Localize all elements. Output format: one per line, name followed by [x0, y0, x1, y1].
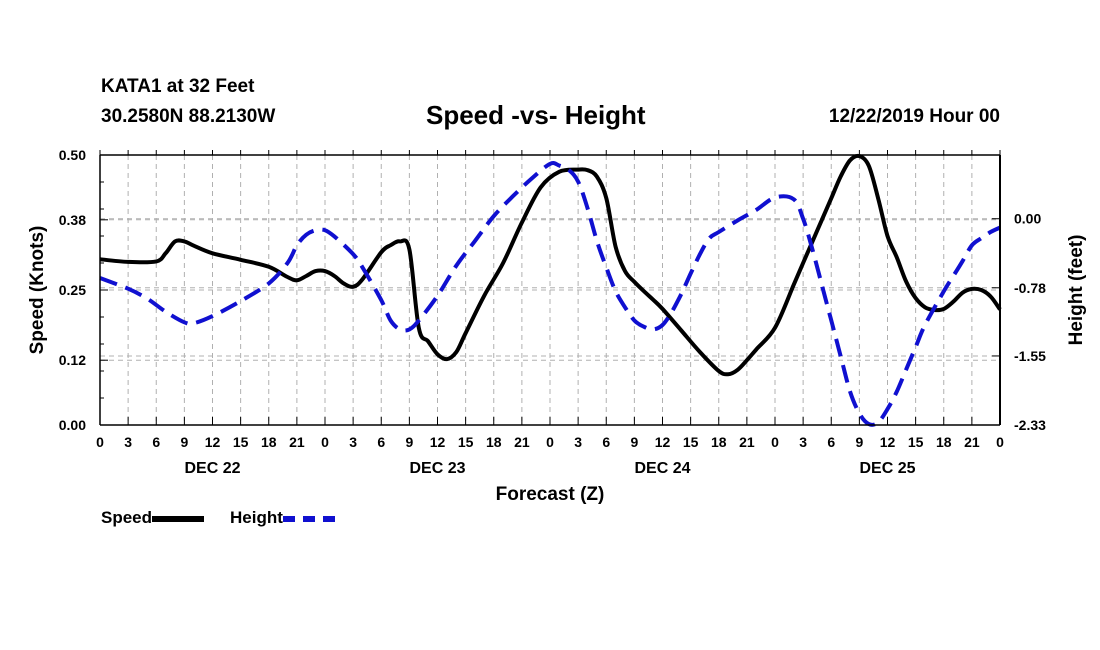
chart-title: Speed -vs- Height	[426, 100, 646, 130]
x-tick-label: 3	[349, 434, 357, 450]
x-tick-label: 15	[683, 434, 699, 450]
x-tick-label: 6	[827, 434, 835, 450]
x-tick-label: 3	[574, 434, 582, 450]
y-left-tick-label: 0.25	[59, 282, 86, 298]
legend-speed-label: Speed	[101, 508, 153, 527]
x-tick-label: 0	[96, 434, 104, 450]
x-tick-label: 12	[655, 434, 671, 450]
legend-speed-swatch	[152, 515, 205, 522]
x-tick-label: 0	[546, 434, 554, 450]
x-tick-label: 0	[996, 434, 1004, 450]
day-label: DEC 25	[859, 460, 915, 477]
x-tick-label: 9	[180, 434, 188, 450]
x-tick-label: 6	[602, 434, 610, 450]
y-left-axis-title: Speed (Knots)	[27, 226, 48, 355]
x-tick-label: 18	[261, 434, 277, 450]
x-tick-label: 0	[321, 434, 329, 450]
x-tick-label: 21	[964, 434, 980, 450]
x-tick-label: 12	[430, 434, 446, 450]
x-tick-label: 3	[124, 434, 132, 450]
labels-layer: 0 3 6 9 12 15 18 21 0 3 6 9 12 15 18 21 0 3 6 9 12 15 18 21 0 3 6 9…	[27, 147, 1087, 505]
height-series-line	[99, 161, 1001, 427]
y-left-tick-label: 0.50	[59, 147, 86, 163]
x-tick-label: 0	[771, 434, 779, 450]
y-left-tick-label: 0.12	[59, 352, 86, 368]
y-left-tick-label: 0.38	[59, 212, 86, 228]
x-tick-label: 21	[739, 434, 755, 450]
speed-series-line	[99, 153, 1002, 377]
y-right-tick-label: -0.78	[1014, 280, 1046, 296]
x-tick-label: 6	[377, 434, 385, 450]
series-layer	[99, 153, 1002, 427]
x-tick-label: 9	[855, 434, 863, 450]
legend-height-swatch	[282, 515, 335, 522]
x-tick-label: 3	[799, 434, 807, 450]
station-label: KATA1 at 32 Feet	[101, 76, 255, 97]
legend-height-label: Height	[230, 508, 283, 527]
x-axis-title: Forecast (Z)	[496, 484, 605, 505]
x-tick-label: 21	[514, 434, 530, 450]
coordinates-label: 30.2580N 88.2130W	[101, 106, 276, 127]
x-tick-label: 12	[880, 434, 896, 450]
x-tick-label: 18	[486, 434, 502, 450]
x-tick-label: 15	[458, 434, 474, 450]
day-label: DEC 23	[409, 460, 465, 477]
legend-speed: Speed	[101, 508, 205, 528]
x-tick-label: 21	[289, 434, 305, 450]
x-tick-label: 9	[405, 434, 413, 450]
y-left-tick-label: 0.00	[59, 417, 86, 433]
y-right-tick-label: 0.00	[1014, 211, 1041, 227]
x-tick-label: 6	[152, 434, 160, 450]
forecast-datetime: 12/22/2019 Hour 00	[828, 106, 1000, 127]
x-tick-label: 12	[205, 434, 221, 450]
x-tick-label: 15	[233, 434, 249, 450]
x-tick-label: 15	[908, 434, 924, 450]
x-tick-label: 18	[711, 434, 727, 450]
y-right-tick-label: -2.33	[1014, 417, 1046, 433]
day-label: DEC 24	[634, 460, 690, 477]
x-tick-label: 18	[936, 434, 952, 450]
y-right-axis-title: Height (feet)	[1066, 235, 1087, 346]
grid-layer	[100, 155, 1000, 425]
day-label: DEC 22	[184, 460, 240, 477]
legend-height: Height	[230, 508, 335, 528]
y-right-tick-label: -1.55	[1014, 348, 1046, 364]
axes-layer	[99, 150, 1001, 426]
x-tick-label: 9	[630, 434, 638, 450]
